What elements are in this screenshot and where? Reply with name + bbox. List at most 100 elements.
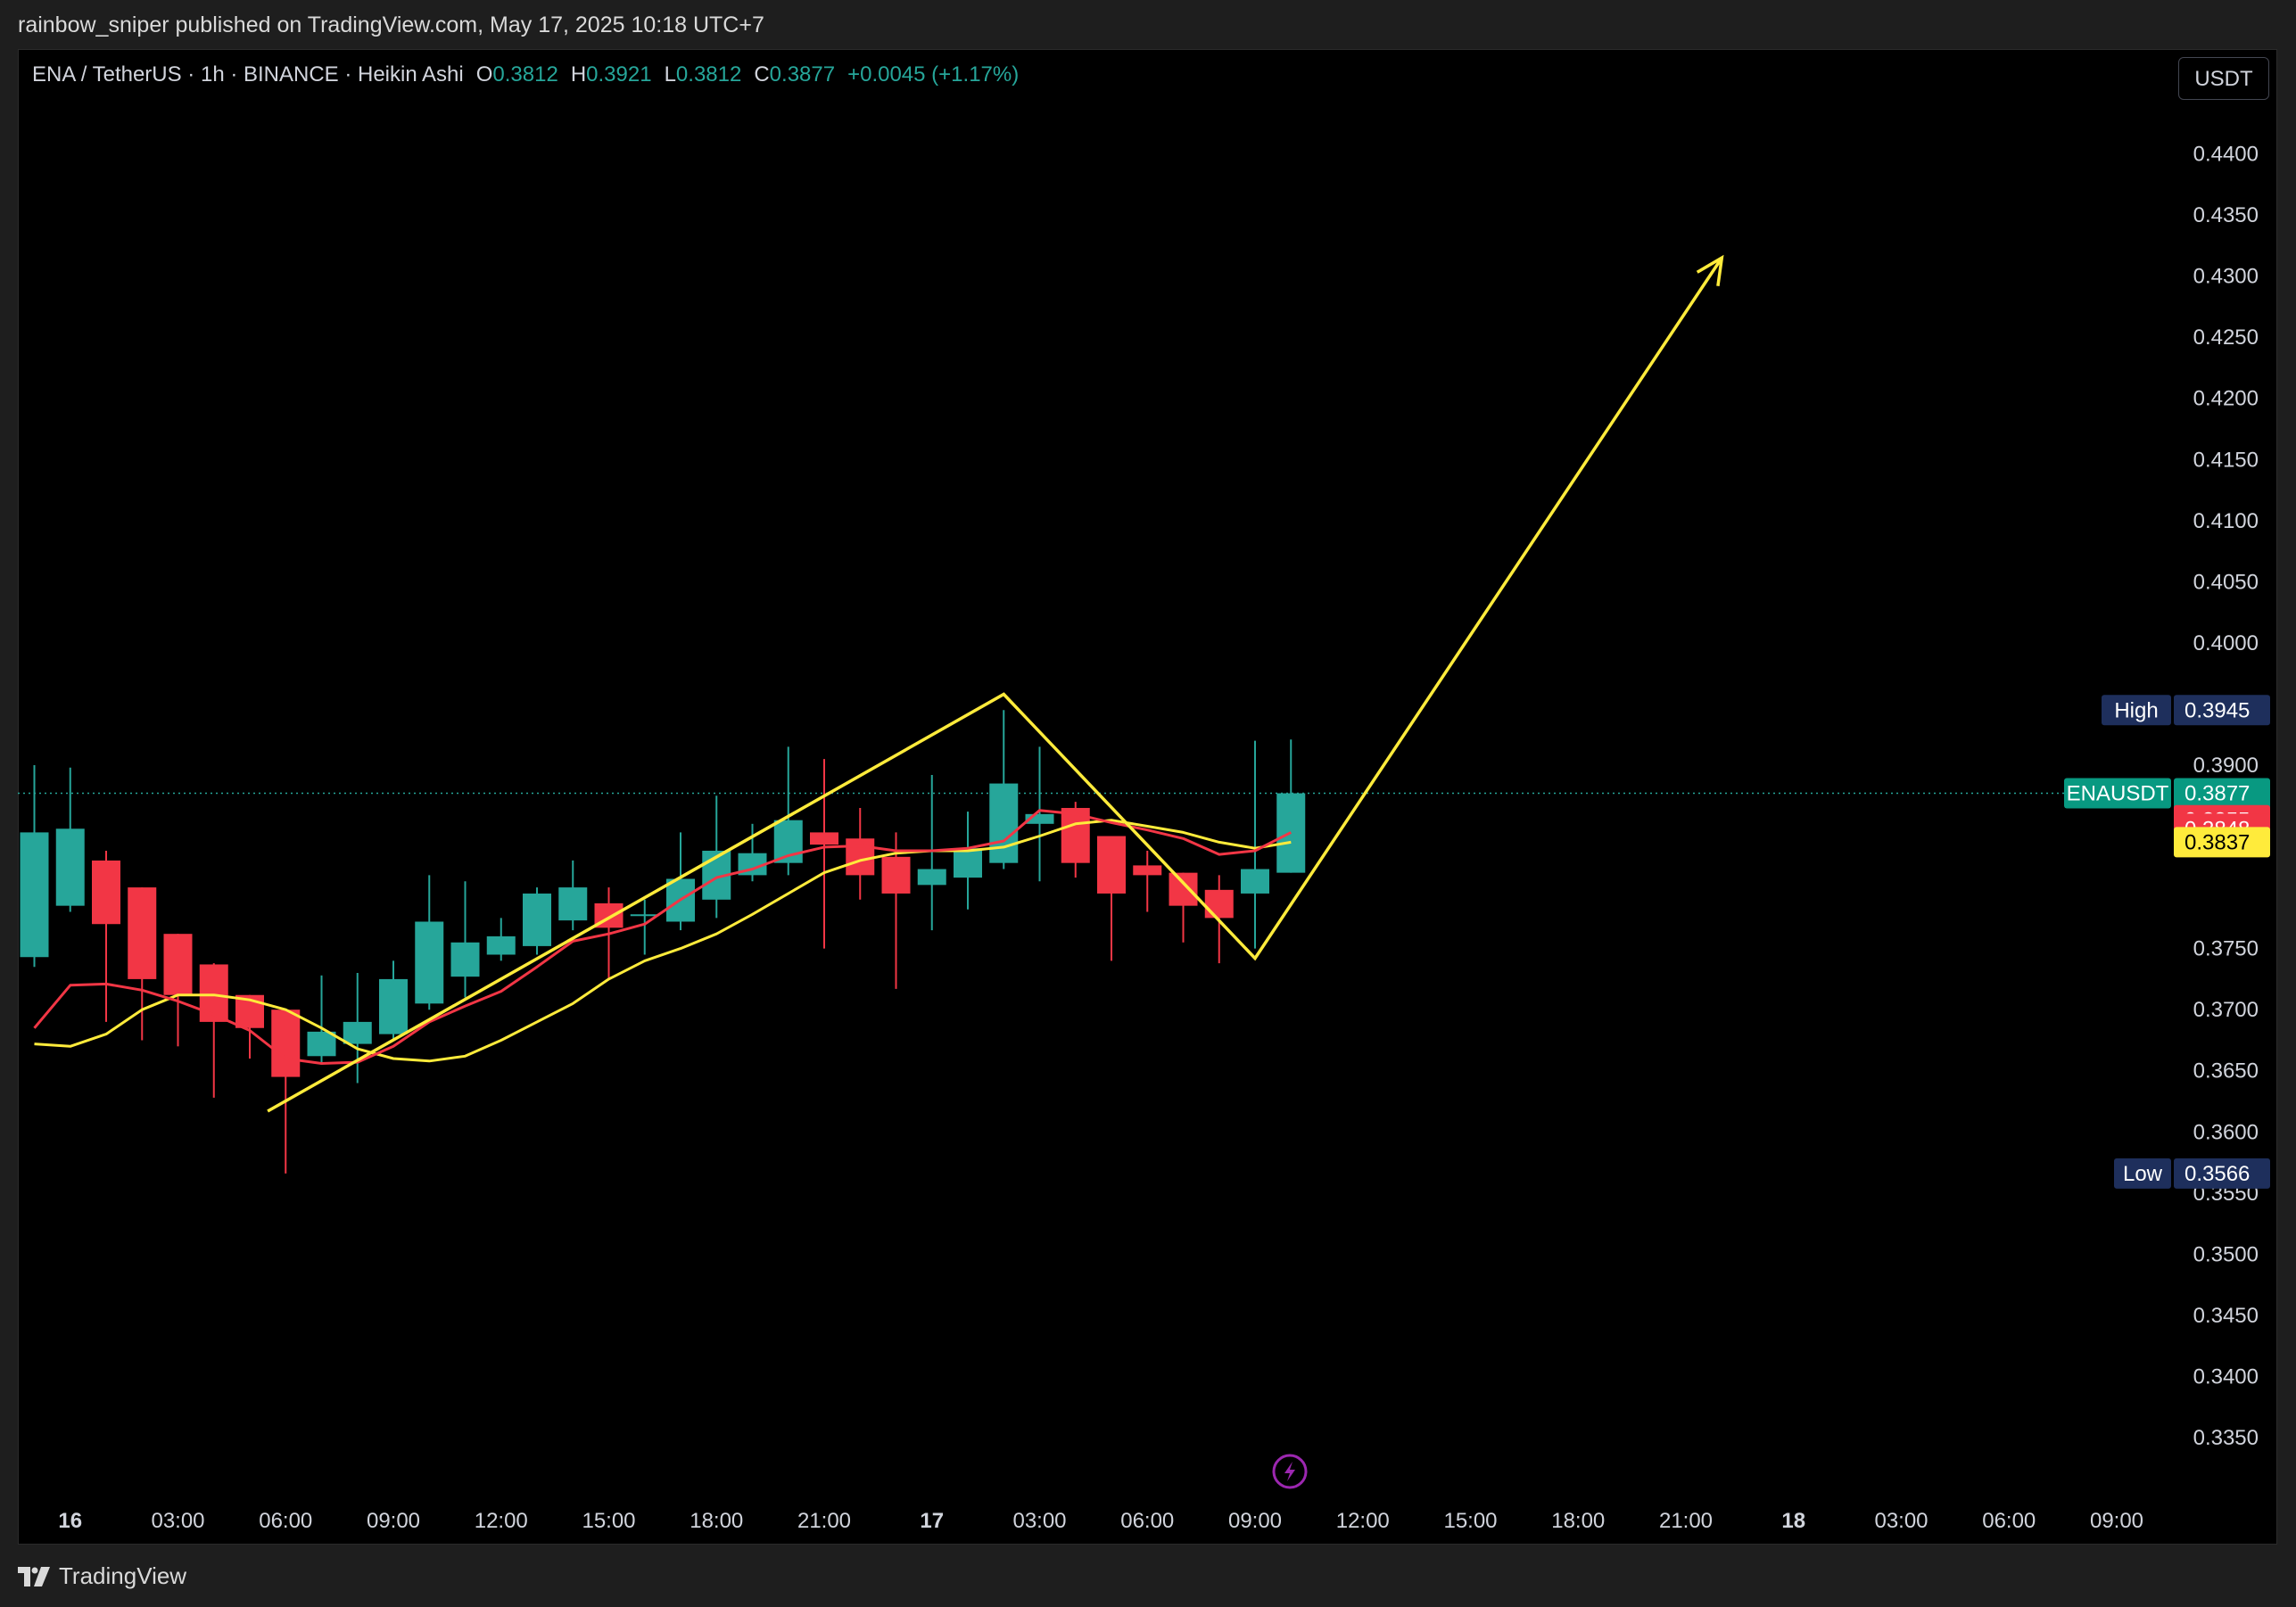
candle-body[interactable] (271, 1010, 301, 1077)
y-axis-tick-label: 0.3650 (2193, 1059, 2259, 1084)
x-axis-tick-label: 18 (1781, 1509, 1805, 1533)
candle-body[interactable] (881, 856, 911, 894)
y-axis-tick-label: 0.4300 (2193, 265, 2259, 289)
x-axis-tick-label: 03:00 (151, 1509, 204, 1533)
y-axis-tick-label: 0.4400 (2193, 143, 2259, 167)
lightning-icon[interactable] (1272, 1454, 1308, 1489)
close-label: C (754, 62, 770, 87)
y-axis-tick-label: 0.4100 (2193, 509, 2259, 533)
y-axis-tick-label: 0.3900 (2193, 754, 2259, 778)
low-value: 0.3812 (675, 62, 742, 87)
candle-body[interactable] (415, 921, 444, 1004)
x-axis-tick-label: 21:00 (1659, 1509, 1713, 1533)
candle-body[interactable] (989, 783, 1019, 863)
candle-body[interactable] (630, 914, 659, 917)
x-axis-tick-label: 06:00 (1982, 1509, 2036, 1533)
y-axis-tick-label: 0.4350 (2193, 203, 2259, 227)
candle-body[interactable] (307, 1031, 336, 1057)
y-axis-tick-label: 0.4150 (2193, 448, 2259, 472)
high-label: H (570, 62, 587, 87)
y-axis-tick-label: 0.3750 (2193, 937, 2259, 961)
y-axis-tick-label: 0.4050 (2193, 570, 2259, 594)
change-value: +0.0045 (+1.17%) (847, 62, 1020, 87)
x-axis-tick-label: 12:00 (475, 1509, 528, 1533)
symbol-title[interactable]: ENA / TetherUS · 1h · BINANCE · Heikin A… (32, 62, 464, 87)
x-axis-tick-label: 18:00 (690, 1509, 743, 1533)
candle-body[interactable] (55, 828, 85, 906)
close-value: 0.3877 (769, 62, 836, 87)
price-tag-value: 0.3837 (2185, 830, 2250, 854)
x-axis-tick-label: 18:00 (1551, 1509, 1605, 1533)
publish-info: rainbow_sniper published on TradingView.… (18, 12, 764, 37)
candle-body[interactable] (163, 934, 193, 995)
low-label: L (664, 62, 676, 87)
y-axis-tick-label: 0.3450 (2193, 1304, 2259, 1328)
x-axis-tick-label: 15:00 (582, 1509, 635, 1533)
x-axis-tick-label: 09:00 (1228, 1509, 1282, 1533)
candle-body[interactable] (1169, 872, 1198, 906)
moving-average-red (33, 809, 1292, 1065)
candle-body[interactable] (486, 935, 516, 955)
candle-body[interactable] (523, 893, 551, 946)
price-tag-value: 0.3945 (2185, 698, 2250, 722)
top-bar: rainbow_sniper published on TradingView.… (0, 0, 2296, 50)
chart-pane[interactable] (18, 49, 2277, 1545)
candle-body[interactable] (846, 838, 875, 876)
open-label: O (475, 62, 493, 87)
lightning-bolt-glyph (1284, 1462, 1295, 1481)
y-axis-tick-label: 0.3350 (2193, 1426, 2259, 1450)
price-tag-value: 0.3566 (2185, 1162, 2250, 1186)
candle-body[interactable] (379, 978, 408, 1034)
open-value: 0.3812 (492, 62, 558, 87)
candle-body[interactable] (1241, 869, 1269, 894)
x-axis-tick-label: 03:00 (1012, 1509, 1066, 1533)
chart-legend: ENA / TetherUS · 1h · BINANCE · Heikin A… (32, 62, 1019, 87)
y-axis-tick-label: 0.4250 (2193, 326, 2259, 350)
candle-body[interactable] (810, 832, 838, 845)
x-axis-tick-label: 15:00 (1443, 1509, 1497, 1533)
price-tag-label-bg (2064, 778, 2171, 809)
candle-body[interactable] (343, 1021, 372, 1044)
candle-body[interactable] (1204, 889, 1234, 919)
tradingview-logo[interactable]: TradingView (18, 1562, 186, 1590)
candle-body[interactable] (128, 887, 157, 979)
candle-body[interactable] (917, 869, 946, 886)
price-tag-label: High (2114, 698, 2158, 722)
price-tag (2174, 827, 2270, 858)
drawing-projection-path[interactable] (267, 257, 1723, 1113)
bottom-bar (0, 1545, 2296, 1607)
currency-button[interactable]: USDT (2178, 57, 2269, 100)
y-axis-tick-label: 0.3500 (2193, 1242, 2259, 1266)
candle-body[interactable] (92, 860, 120, 925)
x-axis-tick-label: 06:00 (1120, 1509, 1174, 1533)
price-tag-label-bg (2102, 695, 2171, 726)
price-tag-label-bg (2114, 1158, 2171, 1189)
price-tag (2174, 1158, 2270, 1189)
y-axis-tick-label: 0.3400 (2193, 1364, 2259, 1389)
candle-body[interactable] (1025, 813, 1054, 824)
candle-body[interactable] (954, 848, 982, 878)
candle-body[interactable] (1133, 865, 1162, 876)
high-value: 0.3921 (586, 62, 652, 87)
candle-body[interactable] (1097, 836, 1126, 894)
x-axis-tick-label: 17 (920, 1509, 944, 1533)
tradingview-logo-icon (18, 1566, 50, 1586)
price-tag-value: 0.3877 (2185, 782, 2250, 806)
candle-body[interactable] (558, 887, 588, 921)
candle-body[interactable] (20, 832, 49, 958)
price-tag-label: ENAUSDT (2067, 782, 2169, 806)
price-tag-label: Low (2123, 1162, 2163, 1186)
x-axis-tick-label: 06:00 (259, 1509, 312, 1533)
x-axis-tick-label: 16 (58, 1509, 82, 1533)
y-axis-tick-label: 0.3600 (2193, 1120, 2259, 1144)
x-axis-tick-label: 12:00 (1336, 1509, 1390, 1533)
candle-body[interactable] (450, 942, 480, 977)
moving-average-yellow (34, 819, 1292, 1063)
x-axis-tick-label: 21:00 (797, 1509, 851, 1533)
tradingview-logo-text: TradingView (59, 1562, 187, 1589)
price-tag (2174, 695, 2270, 726)
y-axis-tick-label: 0.4000 (2193, 631, 2259, 655)
y-axis-tick-label: 0.4200 (2193, 387, 2259, 411)
x-axis-tick-label: 09:00 (367, 1509, 420, 1533)
